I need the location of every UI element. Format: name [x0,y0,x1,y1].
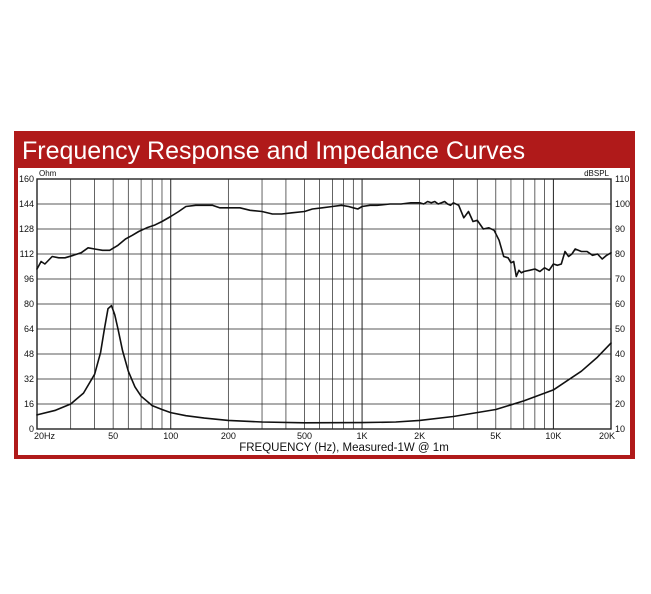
x-tick-label: 100 [163,431,178,441]
left-tick-label: 48 [24,349,34,359]
left-tick-label: 16 [24,399,34,409]
chart-title: Frequency Response and Impedance Curves [22,137,526,165]
right-tick-label: 100 [615,199,630,209]
right-tick-label: 40 [615,349,625,359]
left-tick-label: 32 [24,374,34,384]
x-tick-label: 2K [414,431,425,441]
x-tick-label: 5K [490,431,501,441]
impedance-line [36,304,612,424]
x-tick-label: 20Hz [34,431,56,441]
right-tick-label: 70 [615,274,625,284]
right-axis-unit: dBSPL [584,169,609,178]
right-tick-label: 50 [615,324,625,334]
x-axis-label: FREQUENCY (Hz), Measured-1W @ 1m [239,442,449,454]
chart: 0 16 32 48 64 80 96 112 128 144 160 10 20 30 40 50 60 70 8… [19,169,630,454]
left-tick-label: 160 [19,174,34,184]
x-tick-label: 1K [357,431,368,441]
right-tick-label: 10 [615,424,625,434]
series-layer [36,200,612,424]
left-tick-label: 64 [24,324,34,334]
right-tick-label: 30 [615,374,625,384]
right-tick-label: 110 [615,174,629,184]
x-tick-label: 200 [221,431,236,441]
left-tick-label: 144 [19,199,34,209]
frequency-response-line [36,200,612,278]
left-tick-label: 80 [24,299,34,309]
x-tick-label: 500 [297,431,312,441]
left-axis-unit: Ohm [39,169,57,178]
plot-panel: 0 16 32 48 64 80 96 112 128 144 160 10 20 30 40 50 60 70 8… [18,168,630,455]
left-tick-label: 0 [29,424,34,434]
left-tick-label: 128 [19,224,34,234]
right-tick-label: 20 [615,399,625,409]
left-tick-label: 112 [20,249,34,259]
right-tick-label: 80 [615,249,625,259]
left-tick-label: 96 [24,274,34,284]
x-tick-label: 10K [545,431,561,441]
right-tick-label: 90 [615,224,625,234]
grid [36,178,612,430]
right-tick-label: 60 [615,299,625,309]
x-tick-label: 20K [599,431,615,441]
plot-border [36,178,612,430]
x-tick-label: 50 [108,431,118,441]
tick-labels: 0 16 32 48 64 80 96 112 128 144 160 10 20 30 40 50 60 70 8… [19,174,630,441]
